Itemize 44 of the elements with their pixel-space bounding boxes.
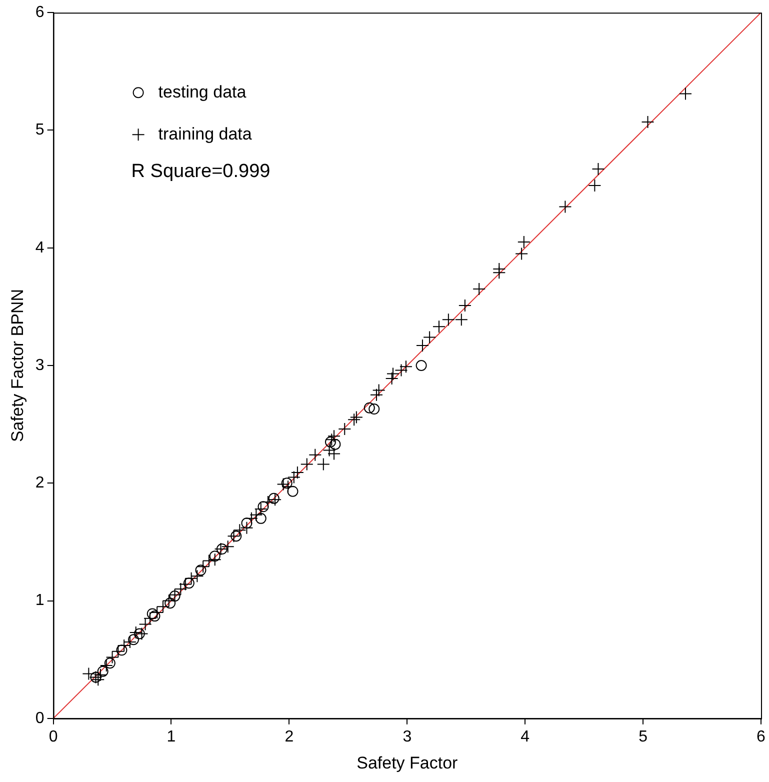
point [97,666,108,677]
point [216,544,228,555]
point [116,644,128,656]
point [241,518,252,529]
annotation: R Square=0.999 [131,160,270,182]
y-tick-label: 3 [35,356,44,374]
point [183,578,194,589]
x-tick-label: 6 [756,728,766,746]
x-tick-label: 1 [166,728,176,746]
point [104,658,116,669]
point [146,608,158,620]
y-tick-label: 6 [35,4,44,22]
point [268,492,280,504]
point [169,590,180,602]
point [128,634,140,646]
point [230,530,242,542]
y-axis-title: Safety Factor BPNN [8,288,27,442]
point [364,402,375,414]
point [134,628,145,640]
x-axis-title: Safety Factor [356,753,458,772]
x-tick-label: 0 [48,728,58,746]
point [209,550,220,562]
x-tick-label: 4 [520,728,530,746]
y-tick-label: 4 [35,239,44,256]
point [368,404,380,415]
point [195,564,206,576]
point [330,438,341,450]
point [164,598,176,609]
legend-label: training data [158,124,252,144]
x-tick-label: 5 [638,728,648,746]
point [255,512,266,524]
point [281,478,292,489]
y-tick-label: 1 [35,592,44,610]
legend-label: testing data [158,82,247,102]
x-tick-label: 3 [402,728,412,746]
point [149,610,160,622]
point [287,486,298,497]
point [258,501,269,512]
point [324,436,336,448]
y-tick-label: 5 [35,122,44,139]
x-tick-label: 2 [284,728,294,746]
y-tick-label: 0 [35,710,44,727]
point [416,360,427,371]
y-tick-label: 2 [35,474,44,492]
